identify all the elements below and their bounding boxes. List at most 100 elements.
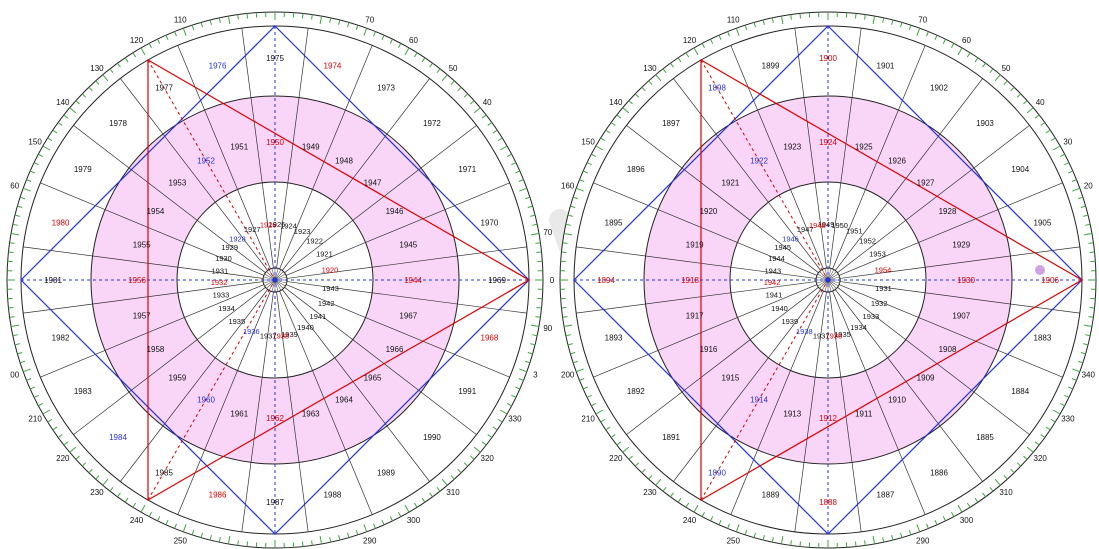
year-label: 1931	[875, 284, 892, 293]
year-label: 1938	[796, 327, 813, 336]
degree-tick	[891, 19, 894, 25]
degree-tick	[989, 486, 994, 492]
degree-tick	[974, 497, 979, 503]
sector-spoke	[284, 287, 477, 435]
year-label: 1956	[128, 276, 146, 285]
year-label: 1909	[917, 374, 935, 383]
year-wheel-left: 1973 1972 1971 1970 1969 1968 1991 1990 1989 1988…	[6, 11, 555, 549]
year-label: 1942	[318, 299, 335, 308]
degree-tick	[951, 43, 955, 49]
year-label: 1952	[859, 236, 876, 245]
year-label: 1957	[133, 312, 151, 321]
degree-tick	[373, 31, 376, 37]
degree-label: 220	[609, 454, 623, 463]
degree-label: 110	[727, 16, 740, 25]
degree-tick	[872, 535, 876, 545]
sector-spoke	[794, 28, 827, 269]
year-label: 1928	[229, 234, 246, 243]
year-label: 1920	[322, 265, 339, 274]
degree-tick	[473, 107, 481, 114]
year-label: 1968	[481, 333, 499, 342]
sector-spoke	[285, 284, 510, 378]
sector-spoke	[593, 182, 818, 276]
degree-tick	[81, 93, 87, 98]
year-label: 1967	[399, 312, 417, 321]
degree-tick	[771, 17, 774, 23]
degree-tick	[994, 478, 1001, 486]
degree-label: 250	[174, 536, 188, 545]
degree-tick	[628, 455, 633, 460]
year-label: 1953	[169, 178, 187, 187]
degree-tick	[701, 511, 705, 517]
year-label: 1923	[294, 227, 311, 236]
degree-label: 240	[683, 516, 697, 525]
middle-year-labels: 1925 1926 1927 1928 1929 1930 1907 1908 1909 1910…	[681, 138, 975, 423]
degree-tick	[595, 145, 604, 151]
year-label: 1911	[855, 409, 873, 418]
degree-tick	[916, 27, 921, 36]
degree-tick	[605, 129, 611, 134]
degree-tick	[677, 57, 682, 63]
year-label: 1890	[708, 468, 726, 477]
degree-tick	[75, 455, 80, 460]
year-label: 1932	[871, 299, 888, 308]
year-label: 1925	[855, 143, 873, 152]
degree-tick	[492, 129, 498, 134]
sector-spoke	[279, 45, 373, 270]
year-label: 1942	[764, 278, 781, 287]
red-dashed-line	[147, 59, 276, 281]
degree-tick	[363, 27, 368, 36]
degree-tick	[536, 306, 542, 309]
degree-label: 310	[999, 488, 1013, 497]
degree-tick	[563, 232, 573, 236]
degree-label: 70	[918, 16, 927, 25]
degree-tick	[891, 535, 894, 541]
degree-tick	[532, 223, 538, 226]
degree-tick	[790, 14, 792, 20]
degree-tick	[567, 343, 573, 346]
degree-tick	[882, 17, 885, 23]
degree-label: 90	[543, 324, 552, 333]
degree-tick	[957, 504, 963, 513]
degree-tick	[634, 93, 640, 98]
degree-tick	[1040, 434, 1046, 438]
degree-tick	[966, 502, 971, 508]
year-wheel-right: 1901 1902 1903 1904 1905 1906 1883 1884 1885 1886…	[559, 11, 1097, 549]
degree-label: 0	[550, 276, 555, 285]
degree-label: 150	[581, 138, 595, 147]
sector-spoke	[40, 182, 265, 276]
degree-tick	[854, 541, 857, 547]
degree-tick	[124, 497, 129, 503]
year-label: 1940	[297, 323, 314, 332]
degree-tick	[157, 516, 161, 522]
year-label: 1933	[863, 312, 880, 321]
degree-tick	[1016, 462, 1022, 467]
degree-tick	[1071, 179, 1077, 182]
degree-tick	[14, 343, 20, 346]
sector-spoke	[626, 125, 819, 273]
degree-tick	[200, 532, 203, 538]
degree-tick	[1059, 403, 1065, 407]
year-label: 1936	[826, 332, 843, 341]
year-label: 1989	[377, 468, 395, 477]
degree-tick	[381, 34, 385, 40]
degree-tick	[487, 434, 493, 438]
sector-spoke	[838, 182, 1063, 276]
degree-tick	[404, 504, 410, 513]
degree-tick	[662, 486, 667, 492]
degree-tick	[616, 114, 622, 119]
degree-tick	[982, 62, 986, 68]
degree-tick	[530, 324, 540, 328]
year-label: 1919	[686, 240, 704, 249]
year-label: 1928	[939, 207, 957, 216]
degree-label: 210	[581, 415, 595, 424]
degree-tick	[329, 537, 332, 543]
degree-tick	[579, 378, 585, 381]
degree-tick	[1023, 100, 1028, 105]
degree-tick	[26, 179, 32, 182]
year-label: 1897	[662, 119, 680, 128]
degree-tick	[8, 306, 14, 309]
degree-tick	[582, 170, 588, 174]
degree-tick	[693, 504, 699, 513]
sector-spoke	[829, 291, 862, 532]
